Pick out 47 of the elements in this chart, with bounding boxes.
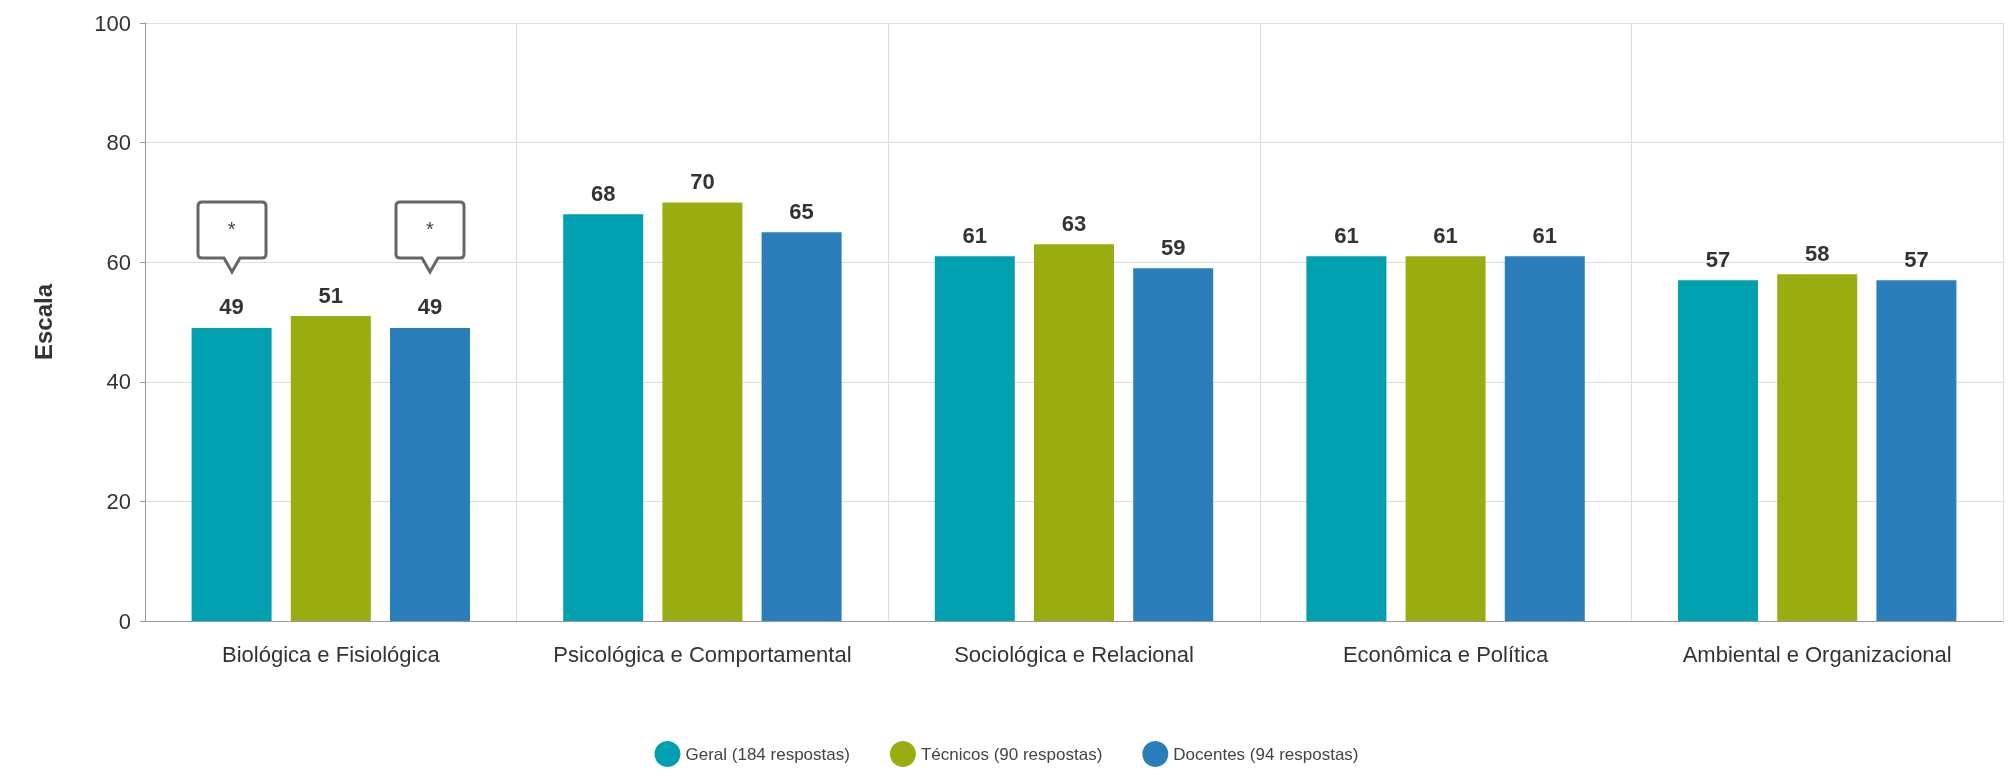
y-tick-label: 20: [106, 488, 131, 514]
annotation: *: [226, 217, 237, 241]
y-tick-label: 80: [106, 130, 131, 156]
bar: [662, 202, 743, 621]
data-label: 49: [219, 294, 244, 320]
data-label: 61: [1532, 222, 1558, 248]
bar: [1777, 274, 1858, 621]
bar: [563, 214, 644, 621]
y-tick-label: 40: [106, 369, 131, 395]
legend-label: Geral (184 respostas): [685, 744, 850, 764]
data-label: 61: [1433, 222, 1458, 248]
bar: [761, 232, 842, 621]
bar: [1405, 256, 1486, 621]
bar: [1504, 256, 1585, 621]
legend-label: Docentes (94 respostas): [1173, 744, 1359, 764]
x-tick-label: Sociológica e Relacional: [954, 641, 1194, 667]
y-tick-label: 0: [118, 608, 131, 634]
data-label: 57: [1705, 246, 1731, 272]
data-label: 58: [1804, 240, 1830, 266]
data-label: 70: [690, 168, 715, 194]
data-label: 61: [962, 222, 988, 248]
x-tick-label: Biológica e Fisiológica: [221, 641, 441, 667]
bar: [191, 327, 272, 621]
data-label: 57: [1904, 246, 1929, 272]
bar: [1876, 280, 1957, 621]
bar: [1678, 280, 1758, 621]
bar: [1133, 268, 1214, 621]
annotation: *: [425, 217, 435, 241]
y-tick-label: 100: [94, 10, 131, 36]
bar: [390, 327, 470, 621]
bar: [934, 256, 1015, 621]
x-tick-label: Econômica e Política: [1342, 641, 1550, 667]
data-label: 61: [1334, 222, 1359, 248]
data-label: 65: [789, 198, 814, 224]
data-label: 68: [590, 180, 616, 206]
data-label: 63: [1061, 210, 1087, 236]
bar: [1306, 256, 1387, 621]
data-label: 59: [1160, 234, 1186, 260]
bar: [290, 316, 371, 621]
x-tick-label: Ambiental e Organizacional: [1682, 641, 1952, 667]
legend-label: Técnicos (90 respostas): [920, 744, 1103, 764]
y-tick-label: 60: [106, 249, 131, 275]
data-label: 49: [417, 294, 443, 320]
y-axis-title: Escala: [29, 283, 57, 361]
x-tick-label: Psicológica e Comportamental: [553, 641, 852, 667]
bar: [1034, 244, 1114, 621]
data-label: 51: [318, 282, 344, 308]
